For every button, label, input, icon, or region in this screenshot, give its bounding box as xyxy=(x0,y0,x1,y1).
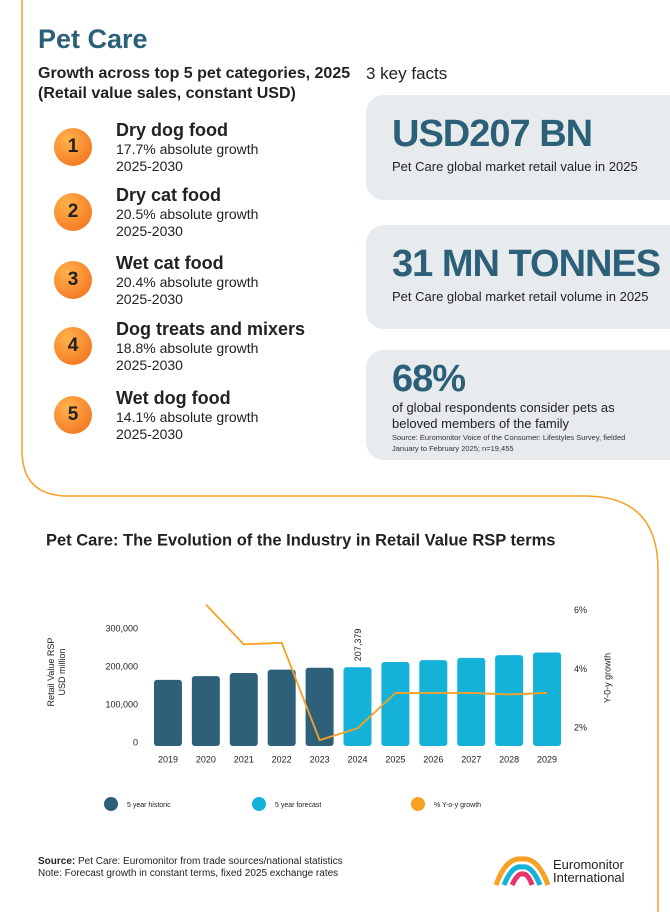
logo-text: Euromonitor xyxy=(553,857,624,872)
x-tick-label: 2026 xyxy=(423,754,443,764)
chart: Pet Care: The Evolution of the Industry … xyxy=(46,531,612,811)
category-item: 4 Dog treats and mixers 18.8% absolute gro… xyxy=(54,319,354,387)
x-tick-label: 2025 xyxy=(385,754,405,764)
category-growth: 20.5% absolute growth xyxy=(116,206,259,222)
logo-text: International xyxy=(553,870,625,885)
section-title: Growth across top 5 pet categories, 2025… xyxy=(38,65,351,102)
fact-value: USD207 BN xyxy=(392,113,593,155)
bar xyxy=(191,676,220,746)
x-tick-label: 2023 xyxy=(310,754,330,764)
bar xyxy=(229,673,258,746)
rank-badge: 2 xyxy=(54,193,92,231)
y-tick-label: 0 xyxy=(133,737,138,747)
fact-card: 68% of global respondents consider pets a… xyxy=(366,350,670,460)
bar xyxy=(343,667,372,746)
source-label: Source: xyxy=(38,856,76,867)
x-tick-label: 2027 xyxy=(461,754,481,764)
category-item: 3 Wet cat food 20.4% absolute growth 2025-2… xyxy=(54,253,354,321)
x-tick-label: 2022 xyxy=(272,754,292,764)
category-period: 2025-2030 xyxy=(116,426,183,442)
y-tick-label: 200,000 xyxy=(105,661,138,671)
bar xyxy=(267,669,296,746)
category-period: 2025-2030 xyxy=(116,357,183,373)
y-axis-label-line: USD million xyxy=(57,648,67,695)
fact-text: Pet Care global market retail volume in … xyxy=(392,289,649,304)
rank-badge: 1 xyxy=(54,128,92,166)
value-label: 207,379 xyxy=(353,629,363,662)
section-title: 3 key facts xyxy=(366,64,448,83)
fact-source: Source: Euromonitor Voice of the Consume… xyxy=(392,433,626,453)
legend-label: % Y-o-y growth xyxy=(434,802,481,809)
rank-badge: 5 xyxy=(54,396,92,434)
category-name: Dog treats and mixers xyxy=(116,319,306,339)
category-period: 2025-2030 xyxy=(116,291,183,307)
bar xyxy=(381,662,410,746)
category-name: Wet cat food xyxy=(116,253,224,273)
category-growth: 17.7% absolute growth xyxy=(116,141,259,157)
y-tick-label: 100,000 xyxy=(105,699,138,709)
fact-card: USD207 BN Pet Care global market retail v… xyxy=(366,95,670,200)
x-tick-label: 2019 xyxy=(158,754,178,764)
rank-badge: 4 xyxy=(54,327,92,365)
category-item: 2 Dry cat food 20.5% absolute growth 2025-2… xyxy=(54,185,354,253)
category-name: Dry cat food xyxy=(116,185,222,205)
bar xyxy=(533,652,562,746)
y2-tick-label: 2% xyxy=(574,723,587,733)
x-tick-label: 2020 xyxy=(196,754,216,764)
chart-title: Pet Care: The Evolution of the Industry … xyxy=(46,531,555,549)
bar xyxy=(457,657,486,746)
fact-value: 68% xyxy=(392,358,466,400)
legend-label: 5 year historic xyxy=(127,802,171,809)
bar xyxy=(495,655,524,746)
rank-badge: 3 xyxy=(54,261,92,299)
x-tick-label: 2021 xyxy=(234,754,254,764)
bar xyxy=(153,679,182,746)
bar xyxy=(305,667,334,746)
bar xyxy=(419,660,448,746)
y2-axis-label: Y-0-y growth xyxy=(602,653,612,703)
category-growth: 18.8% absolute growth xyxy=(116,340,259,356)
x-tick-label: 2024 xyxy=(347,754,367,764)
y-tick-label: 300,000 xyxy=(105,623,138,633)
fact-value: 31 MN TONNES xyxy=(392,243,661,285)
y2-tick-label: 6% xyxy=(574,605,587,615)
fact-text: Pet Care global market retail value in 2… xyxy=(392,159,638,174)
category-item: 5 Wet dog food 14.1% absolute growth 2025-2… xyxy=(54,388,354,456)
x-tick-label: 2029 xyxy=(537,754,557,764)
x-tick-label: 2028 xyxy=(499,754,519,764)
line xyxy=(205,603,548,742)
y-axis-label: Retail Value RSPUSD million xyxy=(46,638,67,707)
legend-label: 5 year forecast xyxy=(275,802,321,809)
logo: Euromonitor International xyxy=(553,858,625,884)
legend-marker xyxy=(104,797,118,811)
category-growth: 14.1% absolute growth xyxy=(116,409,259,425)
category-item: 1 Dry dog food 17.7% absolute growth 2025-2… xyxy=(54,120,354,188)
legend-marker xyxy=(252,797,266,811)
category-period: 2025-2030 xyxy=(116,223,183,239)
source: Source: Pet Care: Euromonitor from trade… xyxy=(38,856,343,867)
category-period: 2025-2030 xyxy=(116,158,183,174)
category-name: Dry dog food xyxy=(116,120,228,140)
source-text: Pet Care: Euromonitor from trade sources… xyxy=(78,856,343,867)
y-axis-label-line: Retail Value RSP xyxy=(46,638,56,707)
legend-marker xyxy=(411,797,425,811)
logo-mark xyxy=(493,856,551,887)
fact-text: of global respondents consider pets as b… xyxy=(392,400,615,431)
note: Note: Forecast growth in constant terms,… xyxy=(38,868,339,879)
category-growth: 20.4% absolute growth xyxy=(116,274,259,290)
y2-tick-label: 4% xyxy=(574,664,587,674)
fact-card: 31 MN TONNES Pet Care global market retai… xyxy=(366,225,670,329)
category-name: Wet dog food xyxy=(116,388,231,408)
page-title: Pet Care xyxy=(38,24,148,54)
